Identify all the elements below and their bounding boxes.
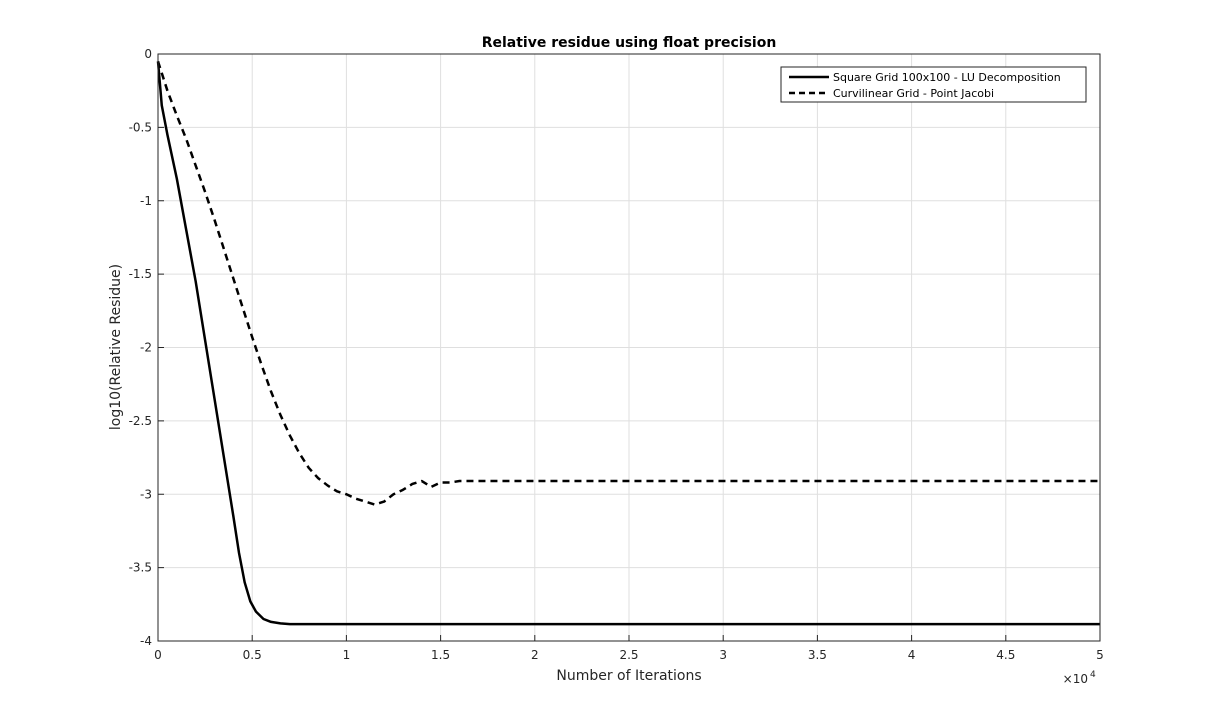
x-tick-label: 1: [343, 648, 351, 662]
x-tick-label: 2: [531, 648, 539, 662]
x-exponent-label: ×10: [1063, 672, 1088, 686]
y-axis-label: log10(Relative Residue): [108, 264, 124, 430]
x-tick-label: 2.5: [619, 648, 638, 662]
x-tick-label: 5: [1096, 648, 1104, 662]
legend-label-series-2: Curvilinear Grid - Point Jacobi: [833, 87, 994, 100]
x-tick-label: 3: [719, 648, 727, 662]
series-line-1: [156, 61, 1100, 626]
legend-label-series-1: Square Grid 100x100 - LU Decomposition: [833, 71, 1061, 84]
series-line-2: [156, 60, 1100, 506]
y-ticks: 0 -0.5 -1 -1.5 -2 -2.5 -3 -3.5 -4: [129, 47, 164, 648]
x-tick-label: 0: [154, 648, 162, 662]
x-tick-label: 0.5: [243, 648, 262, 662]
y-tick-label: -2: [140, 341, 152, 355]
x-tick-label: 4.5: [996, 648, 1015, 662]
x-exponent-power: 4: [1090, 670, 1096, 680]
legend-box: [780, 66, 1087, 103]
x-ticks: 0 0.5 1 1.5 2 2.5 3 3.5 4 4.5 5: [154, 635, 1104, 662]
y-tick-label: 0: [144, 47, 152, 61]
y-tick-label: -1: [140, 194, 152, 208]
x-axis-label: Number of Iterations: [556, 668, 701, 684]
y-tick-label: -2.5: [129, 414, 152, 428]
x-tick-label: 4: [908, 648, 916, 662]
chart-title: Relative residue using float precision: [482, 35, 777, 51]
y-tick-label: -1.5: [129, 267, 152, 281]
y-tick-label: -4: [140, 634, 152, 648]
x-tick-label: 1.5: [431, 648, 450, 662]
y-tick-label: -3.5: [129, 561, 152, 575]
x-tick-label: 3.5: [808, 648, 827, 662]
series-lines: [156, 60, 1100, 626]
legend: Square Grid 100x100 - LU Decomposition C…: [780, 66, 1087, 103]
y-tick-label: -0.5: [129, 120, 152, 134]
y-tick-label: -3: [140, 487, 152, 501]
